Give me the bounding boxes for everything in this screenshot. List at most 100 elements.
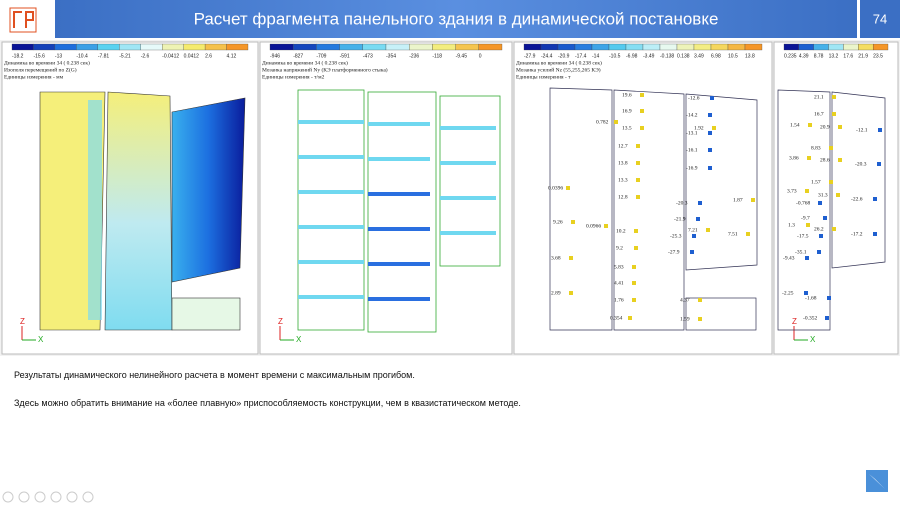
force-label: -12.6 — [688, 95, 700, 101]
force-marker — [636, 144, 640, 148]
panel-header: Единицы измерения - т — [516, 74, 571, 80]
force-label: 1.54 — [790, 122, 800, 128]
force-marker — [825, 316, 829, 320]
legend-swatch — [183, 43, 206, 51]
legend-swatch — [710, 43, 729, 51]
legend-swatch — [269, 43, 294, 51]
force-marker — [873, 232, 877, 236]
legend-label: 13.2 — [829, 53, 839, 59]
legend-swatch — [557, 43, 576, 51]
force-label: 0.0396 — [548, 185, 563, 191]
force-marker — [832, 112, 836, 116]
force-label: 19.6 — [622, 92, 632, 98]
force-marker — [878, 128, 882, 132]
legend-swatch — [54, 43, 77, 51]
force-marker — [632, 265, 636, 269]
force-label: 7.51 — [728, 231, 738, 237]
force-label: 9.26 — [553, 219, 563, 225]
legend-label: -20.9 — [558, 53, 570, 59]
legend-label: -236 — [409, 53, 419, 59]
force-label: 9.2 — [616, 245, 623, 251]
legend-label: 4.12 — [227, 53, 237, 59]
wall-outline — [831, 91, 886, 269]
force-label: 4.37 — [680, 297, 690, 303]
force-marker — [829, 146, 833, 150]
panel-header: Динамика во времени 34 ( 0.238 сек) — [262, 59, 348, 66]
force-marker — [636, 178, 640, 182]
legend-swatch — [455, 43, 479, 51]
force-marker — [818, 201, 822, 205]
wall-outline — [685, 93, 758, 271]
wall-panel — [88, 100, 102, 320]
force-marker — [817, 250, 821, 254]
legend-swatch — [33, 43, 56, 51]
viewer-controls — [2, 491, 94, 503]
legend-swatch — [574, 43, 593, 51]
legend-label: 17.6 — [843, 53, 853, 59]
force-label: 3.86 — [789, 155, 799, 161]
force-label: 3.68 — [551, 255, 561, 261]
panel-header: Динамика во времени 34 ( 0.238 сек) — [516, 59, 602, 66]
force-marker — [805, 189, 809, 193]
force-label: 8.83 — [811, 145, 821, 151]
force-label: -1.68 — [805, 295, 817, 301]
legend-swatch — [478, 43, 503, 51]
legend-label: -7.81 — [98, 53, 110, 59]
force-marker — [690, 250, 694, 254]
force-marker — [708, 166, 712, 170]
legend-swatch — [97, 43, 120, 51]
legend-swatch — [625, 43, 644, 51]
force-marker — [873, 197, 877, 201]
force-marker — [566, 186, 570, 190]
force-marker — [827, 296, 831, 300]
force-label: 0.782 — [596, 119, 609, 125]
wall-panel — [171, 297, 241, 331]
force-label: -9.43 — [783, 255, 795, 261]
axis-label: Z — [278, 317, 283, 326]
body-text: Результаты динамического нелинейного рас… — [14, 370, 415, 380]
legend-swatch — [409, 43, 433, 51]
legend-swatch — [783, 43, 800, 51]
legend-label: -9.45 — [456, 53, 468, 59]
force-label: -16.1 — [686, 147, 698, 153]
legend-swatch — [693, 43, 712, 51]
legend-label: -2.6 — [141, 53, 150, 59]
joint-stress — [298, 120, 364, 124]
force-label: 12.7 — [618, 143, 628, 149]
force-label: -20.3 — [855, 161, 867, 167]
force-label: 1.92 — [694, 125, 704, 131]
legend-swatch — [744, 43, 763, 51]
legend-swatch — [204, 43, 227, 51]
legend-swatch — [727, 43, 746, 51]
joint-stress — [368, 192, 430, 196]
title: Расчет фрагмента панельного здания в дин… — [194, 9, 719, 28]
force-label: -20.3 — [676, 200, 688, 206]
force-label: 3.73 — [787, 188, 797, 194]
force-label: -27.9 — [668, 249, 680, 255]
force-marker — [698, 298, 702, 302]
legend-swatch — [162, 43, 184, 51]
legend-label: -0.0412 — [162, 53, 179, 59]
wall-outline — [297, 89, 365, 331]
force-label: -25.3 — [670, 233, 682, 239]
force-label: 1.59 — [680, 316, 690, 322]
force-label: 20.9 — [820, 124, 830, 130]
legend-label: -473 — [363, 53, 373, 59]
force-marker — [698, 201, 702, 205]
legend-label: -15.6 — [33, 53, 45, 59]
force-marker — [696, 217, 700, 221]
force-marker — [614, 120, 618, 124]
legend-swatch — [226, 43, 249, 51]
wall-outline — [777, 89, 831, 331]
legend-swatch — [362, 43, 387, 51]
axis-label: X — [38, 335, 44, 344]
force-label: 0.354 — [610, 315, 623, 321]
force-label: 26.2 — [814, 226, 824, 232]
force-label: -9.7 — [801, 215, 810, 221]
force-label: -13.1 — [686, 130, 698, 136]
joint-stress — [440, 196, 496, 200]
legend-label: -591 — [340, 53, 350, 59]
legend-swatch — [813, 43, 829, 51]
force-marker — [632, 298, 636, 302]
